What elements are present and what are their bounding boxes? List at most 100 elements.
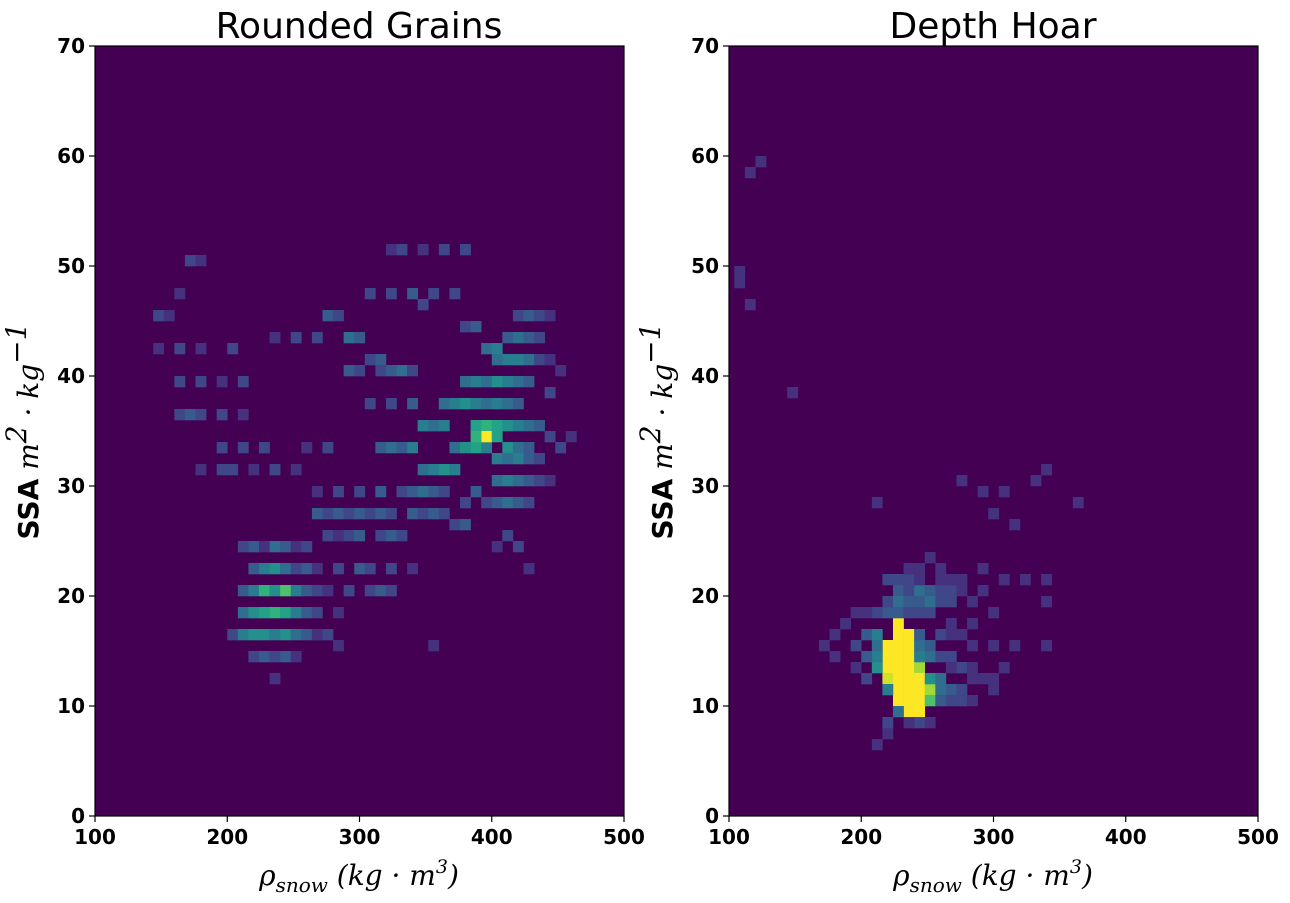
heatmap-cell [280, 541, 292, 553]
heatmap-cell [502, 475, 514, 487]
heatmap-cell [428, 486, 440, 498]
heatmap-cell [174, 409, 186, 421]
heatmap-cell [512, 420, 524, 432]
heatmap-cell [945, 629, 957, 641]
heatmap-cell [945, 695, 957, 707]
heatmap-cell [512, 475, 524, 487]
heatmap-cell [903, 651, 915, 663]
heatmap-cell [892, 596, 904, 608]
heatmap-cell [460, 398, 471, 410]
heatmap-cell [861, 673, 873, 685]
heatmap-cell [882, 728, 894, 740]
heatmap-cell [892, 640, 904, 652]
heatmap-cell [184, 255, 196, 267]
heatmap-cell [914, 607, 926, 619]
heatmap-cell [892, 618, 904, 630]
heatmap-cell [1009, 640, 1021, 652]
heatmap-cell [364, 508, 376, 520]
heatmap-cell [998, 574, 1010, 586]
heatmap-cell [248, 563, 260, 575]
heatmap-cell [512, 497, 524, 509]
y-tick-label: 30 [691, 474, 719, 498]
heatmap-cell [354, 563, 366, 575]
heatmap-cell [523, 497, 535, 509]
heatmap-cell [924, 684, 936, 696]
heatmap-cell [956, 662, 968, 674]
heatmap-cell [333, 530, 344, 542]
heatmap-cell [967, 596, 978, 608]
heatmap-cell [882, 662, 894, 674]
heatmap-cell [195, 255, 207, 267]
heatmap-cell [237, 629, 249, 641]
heatmap-cell [385, 365, 397, 377]
heatmap-cell [481, 431, 493, 443]
heatmap-cell [237, 541, 249, 553]
heatmap-cell [1041, 574, 1052, 586]
heatmap-cell [956, 585, 968, 597]
heatmap-cell [491, 541, 503, 553]
heatmap-cell [343, 332, 355, 344]
heatmap-cell [914, 629, 926, 641]
heatmap-cell [924, 552, 936, 564]
heatmap-cell [523, 420, 535, 432]
heatmap-cell [914, 574, 926, 586]
heatmap-cell [364, 585, 376, 597]
heatmap-cell [322, 310, 334, 322]
heatmap-cell [871, 497, 883, 509]
heatmap-cell [311, 607, 323, 619]
heatmap-cell [258, 541, 270, 553]
heatmap-cell [523, 376, 535, 388]
heatmap-cell [924, 607, 936, 619]
heatmap-cell [280, 563, 292, 575]
heatmap-cell [385, 508, 397, 520]
heatmap-cell [174, 376, 186, 388]
heatmap-cell [269, 673, 281, 685]
heatmap-cell [734, 266, 746, 278]
heatmap-cell [227, 629, 239, 641]
heatmap-cell [290, 332, 302, 344]
heatmap-cell [460, 497, 471, 509]
heatmap-cell [407, 508, 418, 520]
heatmap-cell [871, 629, 883, 641]
heatmap-cell [850, 640, 862, 652]
heatmap-cell [417, 244, 429, 256]
heatmap-cell [523, 332, 535, 344]
heatmap-cell [914, 596, 926, 608]
heatmap-cell [512, 442, 524, 454]
heatmap-cell [428, 288, 440, 300]
heatmap-cell [491, 431, 503, 443]
heatmap-cell [967, 662, 978, 674]
heatmap-cell [924, 717, 936, 729]
heatmap-cell [744, 167, 756, 179]
x-tick-label: 100 [74, 825, 116, 849]
y-tick-label: 50 [691, 254, 719, 278]
heatmap-cell [512, 332, 524, 344]
heatmap-cell [502, 354, 514, 366]
heatmap-cell [216, 442, 228, 454]
heatmap-cell [502, 420, 514, 432]
heatmap-cell [903, 607, 915, 619]
heatmap-cell [1009, 519, 1021, 531]
heatmap-cell [502, 497, 514, 509]
heatmap-cell [322, 530, 334, 542]
heatmap-cell [935, 585, 947, 597]
heatmap-cell [945, 662, 957, 674]
y-tick-label: 50 [57, 254, 85, 278]
heatmap-cell [512, 541, 524, 553]
heatmap-cell [385, 585, 397, 597]
heatmap-cell [364, 563, 376, 575]
heatmap-cell [290, 563, 302, 575]
heatmap-cell [375, 442, 387, 454]
heatmap-cell [903, 673, 915, 685]
heatmap-cell [523, 354, 535, 366]
heatmap-cell [301, 629, 313, 641]
heatmap-cell [280, 629, 292, 641]
heatmap-cell [237, 409, 249, 421]
y-tick-label: 40 [691, 364, 719, 388]
heatmap-cell [248, 585, 260, 597]
heatmap-cell [195, 376, 207, 388]
heatmap-cell [914, 563, 926, 575]
heatmap-cell [385, 442, 397, 454]
heatmap-cell [322, 585, 334, 597]
heatmap-cell [988, 607, 1000, 619]
